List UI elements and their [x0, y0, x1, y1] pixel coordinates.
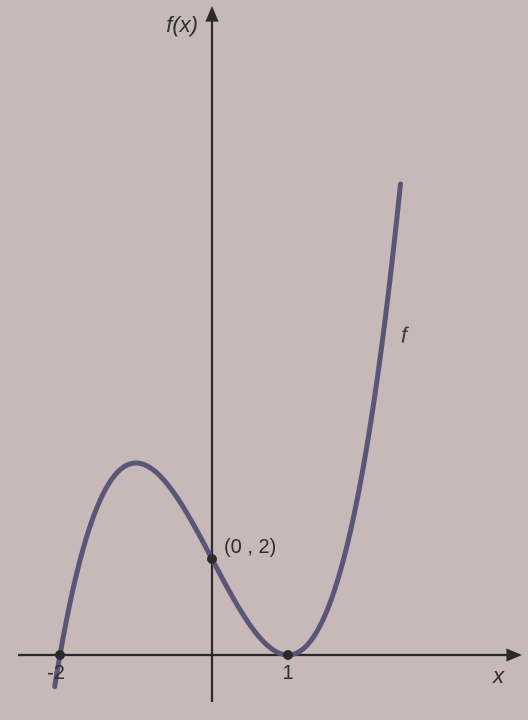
point-label: 1 [282, 662, 293, 684]
point-marker [283, 650, 293, 660]
y-axis-label: f(x) [166, 12, 198, 37]
x-axis-label: x [492, 663, 505, 688]
point-label: -2 [47, 662, 65, 684]
point-marker [207, 554, 217, 564]
function-plot: x f(x) f (0 , 2)-21 [0, 0, 528, 720]
plot-background [0, 0, 528, 720]
point-label: (0 , 2) [224, 536, 276, 558]
point-marker [55, 650, 65, 660]
